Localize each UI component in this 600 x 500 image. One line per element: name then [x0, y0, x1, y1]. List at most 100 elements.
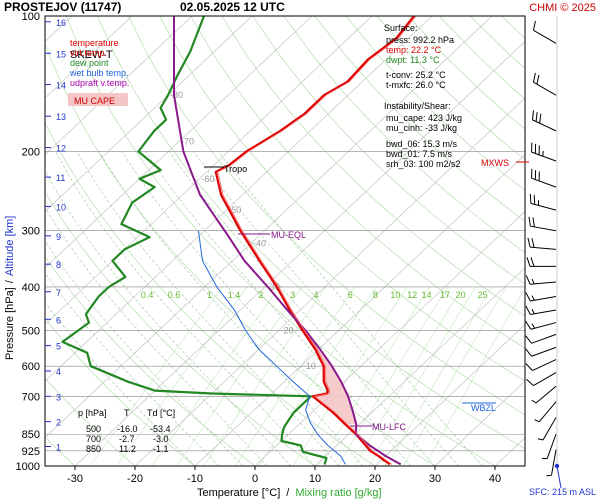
x-tick-label: -10 [187, 473, 203, 485]
mixing-ratio-line [203, 286, 327, 466]
wind-barb [535, 385, 557, 404]
moist-adiabat [45, 302, 196, 466]
table-cell: 11.2 [119, 444, 136, 454]
table-header-t: T [124, 408, 130, 418]
altitude-label: 15 [56, 49, 66, 59]
instability-heading: Instability/Shear: [384, 101, 451, 111]
mixing-ratio-line [403, 286, 507, 466]
wind-barb-flag [531, 110, 535, 120]
wind-barb [531, 346, 557, 357]
moist-adiabat [98, 151, 364, 466]
moist-adiabat [45, 272, 220, 466]
isotherm [374, 324, 525, 466]
surface-temp: temp: 22.2 °C [386, 45, 442, 55]
wind-barb-flag [531, 238, 535, 248]
wind-barb-flag [525, 292, 531, 302]
wind-barb-flag [533, 194, 536, 205]
x-tick-label: 10 [309, 473, 321, 485]
wind-barb-flag [532, 72, 536, 83]
level-annotations: Tropo MU-EQL MU-LFC MXWS WBZL [204, 158, 529, 432]
surface-dwpt: dwpt: 11.3 °C [386, 55, 440, 65]
mixing-ratio-label: 12 [407, 290, 417, 300]
mixing-ratio-label: 6 [348, 290, 353, 300]
wind-barb-flag [532, 217, 535, 227]
p-tick-label: 925 [22, 446, 40, 458]
surface-press: press: 992.2 hPa [386, 35, 454, 45]
moist-adiabat [45, 170, 292, 466]
altitude-label: 13 [56, 112, 66, 122]
table-cell: -53.4 [150, 424, 171, 434]
p-tick-label: 400 [22, 282, 40, 294]
wind-barb-flag [539, 113, 542, 124]
y-axis-title: Pressure [hPa]/Altitude [km] [4, 216, 16, 360]
dry-adiabat [190, 16, 525, 349]
table-cell: 850 [86, 444, 101, 454]
plot-frame [44, 15, 526, 467]
altitude-label: 12 [56, 144, 66, 154]
wind-barb-flag [525, 363, 533, 371]
mu-lfc-label: MU-LFC [372, 422, 406, 432]
dry-adiabat [314, 16, 525, 222]
wind-barb-flag [526, 378, 534, 386]
wind-barb [530, 246, 557, 250]
tropo-label: Tropo [224, 164, 247, 174]
mixing-ratio-line [176, 286, 303, 466]
surface-tmxfc: t-mxfc: 26.0 °C [386, 80, 446, 90]
dry-adiabat [128, 16, 525, 416]
isotherm-label: -40 [253, 238, 266, 248]
isotherm [45, 16, 493, 439]
p-tick-label: 1000 [16, 461, 40, 473]
sfc-dot [554, 463, 560, 469]
surface-tconv: t-conv: 25.2 °C [386, 70, 446, 80]
wind-barb [530, 281, 557, 285]
mixing-ratio-label: 3 [290, 290, 295, 300]
srh-03-value: srh_03: 100 m2/s2 [386, 159, 461, 169]
mixing-ratio-line [258, 286, 377, 466]
series-temperature [214, 16, 415, 466]
wind-barb-flag [525, 348, 532, 357]
bwd-06-value: bwd_06: 15.3 m/s [386, 139, 458, 149]
dry-adiabat [45, 191, 316, 466]
info-panel: Surface: press: 992.2 hPa temp: 22.2 °C … [384, 23, 462, 169]
altitude-label: 14 [56, 81, 66, 91]
moist-adiabat [45, 206, 268, 466]
isotherm-label: -10 [303, 361, 316, 371]
isotherm [74, 41, 525, 466]
wind-barb-flag [531, 278, 535, 285]
legend-dew-point: dew point [70, 58, 109, 68]
table-header-p: p [hPa] [78, 408, 107, 418]
mixing-ratio-line [368, 286, 476, 466]
isotherm [45, 16, 373, 325]
wind-barb [530, 322, 557, 330]
mixing-ratio-line [424, 287, 525, 466]
wind-barb [533, 29, 557, 44]
isotherm [194, 154, 525, 466]
wind-barb [530, 202, 557, 211]
x-tick-label: -30 [67, 473, 83, 485]
x-tick-label: 0 [252, 473, 258, 485]
surface-heading: Surface: [384, 23, 418, 33]
altitude-label: 9 [56, 232, 61, 242]
altitude-label: 2 [56, 418, 61, 428]
sfc-stick [556, 465, 562, 489]
dry-adiabat [221, 16, 525, 317]
level-table: p [hPa] T Td [°C] 500 -16.0 -53.4 700 -2… [78, 408, 175, 454]
isotherm [45, 16, 313, 269]
chart-datetime: 02.05.2025 12 UTC [180, 0, 285, 14]
isotherm [45, 16, 433, 382]
dry-adiabat [252, 16, 525, 285]
legend-wet-bulb: wet bulb temp. [69, 68, 129, 78]
isotherm-label: -70 [181, 136, 194, 146]
mixing-ratio-line [151, 286, 280, 466]
p-tick-label: 850 [22, 429, 40, 441]
legend-temperature: temperature [70, 38, 119, 48]
wind-barb-flag [527, 237, 531, 248]
isotherm [45, 16, 193, 156]
wind-barb [531, 333, 557, 344]
sfc-label: SFC: 215 m ASL [529, 487, 596, 497]
wind-barb-flag [531, 323, 536, 329]
altitude-label: 10 [56, 202, 66, 212]
table-cell: -2.7 [119, 434, 135, 444]
wind-barb [530, 295, 557, 302]
